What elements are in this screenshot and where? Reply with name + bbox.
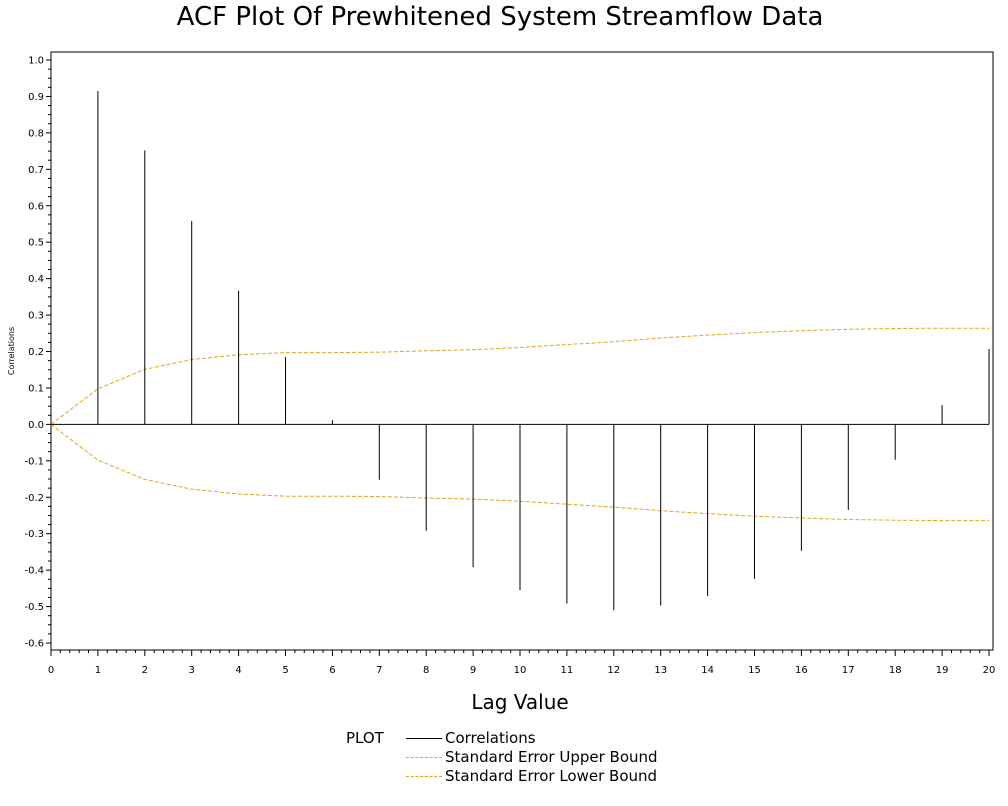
y-tick-label: -0.4 bbox=[24, 566, 44, 577]
legend-swatch-solid bbox=[406, 738, 442, 739]
x-tick-label: 3 bbox=[189, 665, 195, 676]
x-tick-label: 11 bbox=[561, 665, 574, 676]
legend-item-lower-bound: Standard Error Lower Bound bbox=[406, 767, 706, 786]
chart-title: ACF Plot Of Prewhitened System Streamflo… bbox=[176, 2, 824, 32]
x-tick-label: 0 bbox=[48, 665, 54, 676]
x-tick-label: 6 bbox=[329, 665, 335, 676]
x-tick-label: 8 bbox=[423, 665, 429, 676]
acf-chart: 1.0 0.9 0.8 0.7 0.6 0.5 0.4 0.3 0.2 0.1 0.0 -0.1 -0.… bbox=[7, 51, 996, 676]
x-tick-label: 19 bbox=[936, 665, 949, 676]
y-tick-label: 0.6 bbox=[28, 201, 44, 212]
x-tick-label: 18 bbox=[889, 665, 902, 676]
standard-error-upper-bound-line bbox=[50, 327, 989, 425]
x-tick-label: 20 bbox=[983, 665, 996, 676]
y-tick-label: -0.6 bbox=[24, 639, 44, 650]
x-tick-label: 7 bbox=[376, 665, 382, 676]
legend-item-correlations: Correlations bbox=[406, 729, 706, 748]
legend-title: PLOT bbox=[346, 729, 384, 747]
y-tick-label: -0.5 bbox=[24, 602, 44, 613]
x-tick-label: 1 bbox=[95, 665, 101, 676]
legend-swatch-dashed bbox=[406, 776, 442, 777]
plot-area-frame bbox=[50, 51, 994, 651]
y-tick-label: -0.2 bbox=[24, 493, 44, 504]
y-tick-label: 0.9 bbox=[28, 92, 44, 103]
legend-item-upper-bound: Standard Error Upper Bound bbox=[406, 748, 706, 767]
x-tick-label: 9 bbox=[470, 665, 476, 676]
y-tick-label: 0.4 bbox=[28, 274, 44, 285]
x-axis-ticks: 0 1 2 3 4 5 6 7 8 9 10 11 12 13 14 15 16 17 18 19 20 bbox=[48, 650, 996, 676]
x-tick-label: 14 bbox=[701, 665, 714, 676]
x-tick-label: 13 bbox=[654, 665, 667, 676]
legend-label: Standard Error Upper Bound bbox=[445, 748, 658, 766]
y-axis-ticks: 1.0 0.9 0.8 0.7 0.6 0.5 0.4 0.3 0.2 0.1 0.0 -0.1 -0.… bbox=[24, 56, 51, 650]
legend-swatch-dashed bbox=[406, 757, 442, 758]
x-tick-label: 5 bbox=[282, 665, 288, 676]
y-tick-label: 0.0 bbox=[28, 420, 44, 431]
y-tick-label: 0.1 bbox=[28, 383, 44, 394]
y-tick-label: 0.7 bbox=[28, 165, 44, 176]
y-axis-label: Correlations bbox=[7, 327, 16, 375]
x-tick-label: 16 bbox=[795, 665, 808, 676]
correlation-needles bbox=[51, 90, 990, 611]
y-tick-label: -0.3 bbox=[24, 529, 44, 540]
x-axis-label: Lag Value bbox=[471, 690, 569, 714]
y-tick-label: 0.5 bbox=[28, 238, 44, 249]
x-tick-label: 15 bbox=[748, 665, 761, 676]
x-tick-label: 17 bbox=[842, 665, 855, 676]
x-tick-label: 2 bbox=[142, 665, 148, 676]
legend-label: Standard Error Lower Bound bbox=[445, 767, 658, 785]
x-tick-label: 10 bbox=[514, 665, 527, 676]
y-tick-label: 0.2 bbox=[28, 347, 44, 358]
y-tick-label: -0.1 bbox=[24, 456, 44, 467]
y-tick-label: 1.0 bbox=[28, 56, 44, 67]
x-tick-label: 12 bbox=[607, 665, 620, 676]
x-tick-label: 4 bbox=[235, 665, 241, 676]
legend-label: Correlations bbox=[445, 729, 536, 747]
y-tick-label: 0.3 bbox=[28, 311, 44, 322]
y-tick-label: 0.8 bbox=[28, 128, 44, 139]
